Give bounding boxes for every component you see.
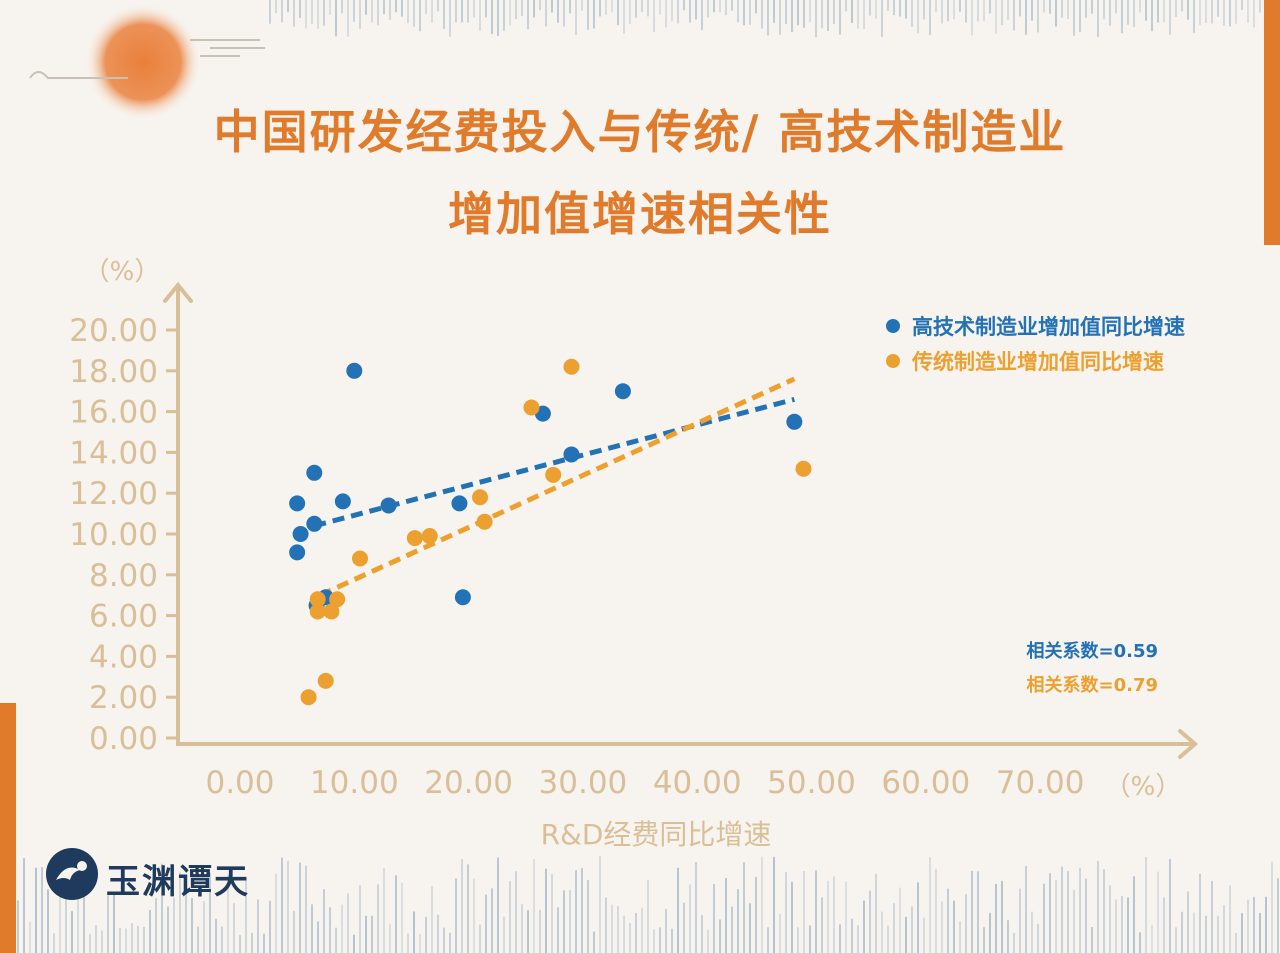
y-tick-label: 14.00: [69, 435, 158, 471]
data-point-high-tech: [334, 493, 351, 510]
data-point-high-tech: [346, 362, 363, 379]
data-point-high-tech: [306, 464, 323, 481]
y-tick-label: 6.00: [89, 599, 158, 635]
y-tick-label: 0.00: [89, 721, 158, 757]
data-point-high-tech: [451, 495, 468, 512]
data-point-traditional: [329, 591, 346, 608]
correlation-label: 相关系数=0.79: [1027, 674, 1159, 696]
sun-ornament: [85, 4, 201, 120]
data-point-high-tech: [380, 497, 397, 514]
data-point-traditional: [421, 528, 438, 545]
x-tick-label: 40.00: [653, 765, 742, 801]
data-point-high-tech: [614, 383, 631, 400]
trend-lines: [313, 376, 796, 598]
correlation-label: 相关系数=0.59: [1027, 640, 1159, 662]
x-tick-label: 30.00: [539, 765, 628, 801]
right-accent-bar: [1264, 0, 1280, 245]
x-axis-label: R&D经费同比增速: [541, 818, 772, 851]
legend-marker: [886, 319, 900, 333]
x-tick-label: 0.00: [205, 765, 274, 801]
left-accent-bar: [0, 703, 16, 953]
logo-text: 玉渊谭天: [106, 862, 250, 902]
data-point-traditional: [300, 689, 317, 706]
data-points: [289, 358, 812, 706]
cloud-ornament: [29, 39, 265, 79]
data-point-high-tech: [292, 526, 309, 542]
data-point-high-tech: [563, 446, 580, 463]
x-axis-arrow: [1178, 729, 1199, 759]
x-tick-label: 20.00: [424, 765, 513, 801]
data-point-high-tech: [306, 515, 323, 532]
axes: [163, 281, 1199, 759]
x-tick-label: 10.00: [310, 765, 399, 801]
legend-marker: [886, 354, 900, 368]
data-point-traditional: [795, 460, 812, 477]
brand-logo: 玉渊谭天: [44, 846, 294, 906]
legend-label: 高技术制造业增加值同比增速: [912, 315, 1185, 339]
x-tick-label: 50.00: [767, 765, 856, 801]
top-texture: [269, 0, 1261, 38]
logo-emblem-icon: [46, 848, 98, 900]
data-point-high-tech: [786, 413, 803, 430]
correlation-annotations: 相关系数=0.59 相关系数=0.79: [1027, 640, 1159, 696]
x-tick-label: 70.00: [996, 765, 1085, 801]
y-axis-unit: （%）: [84, 257, 161, 287]
data-point-traditional: [352, 550, 369, 567]
x-axis-unit: （%）: [1105, 772, 1182, 802]
y-tick-label: 10.00: [69, 517, 158, 553]
data-point-traditional: [476, 513, 493, 530]
y-tick-label: 8.00: [89, 558, 158, 594]
data-point-traditional: [472, 489, 489, 506]
data-point-traditional: [523, 399, 540, 416]
data-point-traditional: [309, 603, 326, 620]
y-tick-label: 18.00: [69, 354, 158, 390]
data-point-traditional: [317, 672, 334, 689]
legend-label: 传统制造业增加值同比增速: [911, 350, 1164, 374]
y-axis-arrow: [163, 281, 193, 303]
y-tick-label: 2.00: [89, 680, 158, 716]
data-point-high-tech: [454, 589, 471, 606]
chart-title-line-1: 中国研发经费投入与传统/ 高技术制造业: [213, 105, 1067, 159]
tick-labels: 0.00 2.00 4.00 6.00 8.00 10.00 12.00 14.00 16.00…: [69, 257, 1181, 851]
data-point-traditional: [323, 603, 340, 620]
chart-title-line-2: 增加值增速相关性: [448, 187, 832, 241]
data-point-traditional: [545, 466, 562, 483]
data-point-high-tech: [289, 495, 306, 512]
data-point-traditional: [406, 530, 423, 547]
x-tick-label: 60.00: [881, 765, 970, 801]
y-tick-label: 4.00: [89, 639, 158, 675]
data-point-traditional: [309, 591, 326, 608]
trend-line-traditional: [318, 376, 796, 598]
y-tick-label: 12.00: [69, 476, 158, 512]
data-point-high-tech: [289, 544, 306, 561]
y-tick-label: 16.00: [69, 395, 158, 431]
data-point-traditional: [563, 358, 580, 375]
y-tick-label: 20.00: [69, 313, 158, 349]
